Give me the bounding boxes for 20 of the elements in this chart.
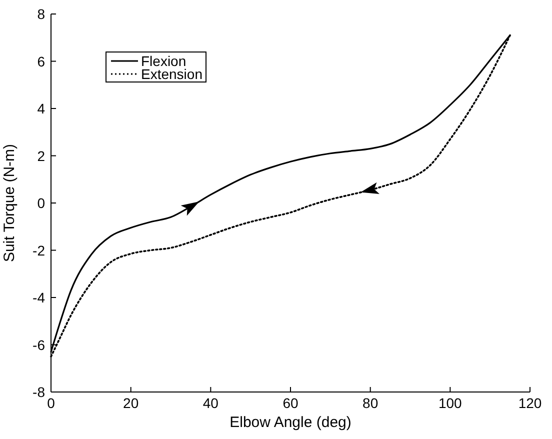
x-tick-label: 60 [282,395,298,411]
y-tick-label: -8 [32,384,46,400]
y-tick-label: -6 [32,336,46,353]
y-tick-label: 2 [37,148,46,164]
x-tick-label: 0 [47,395,56,411]
y-tick-label: 6 [37,53,46,70]
y-axis-title: Suit Torque (N-m) [1,144,18,262]
legend-label: Extension [141,66,202,82]
y-tick-label: -4 [32,290,46,306]
x-axis-title: Elbow Angle (deg) [230,414,352,431]
y-tick-label: -2 [32,242,46,258]
x-tick-label: 120 [518,395,542,411]
x-tick-label: 100 [438,395,462,411]
y-tick-label: 4 [37,100,46,116]
x-tick-label: 40 [202,395,219,411]
y-tick-label: 0 [37,195,46,211]
x-tick-label: 20 [123,395,139,411]
x-tick-label: 80 [362,395,378,411]
legend-label: Flexion [141,53,186,69]
y-tick-label: 8 [37,6,46,22]
